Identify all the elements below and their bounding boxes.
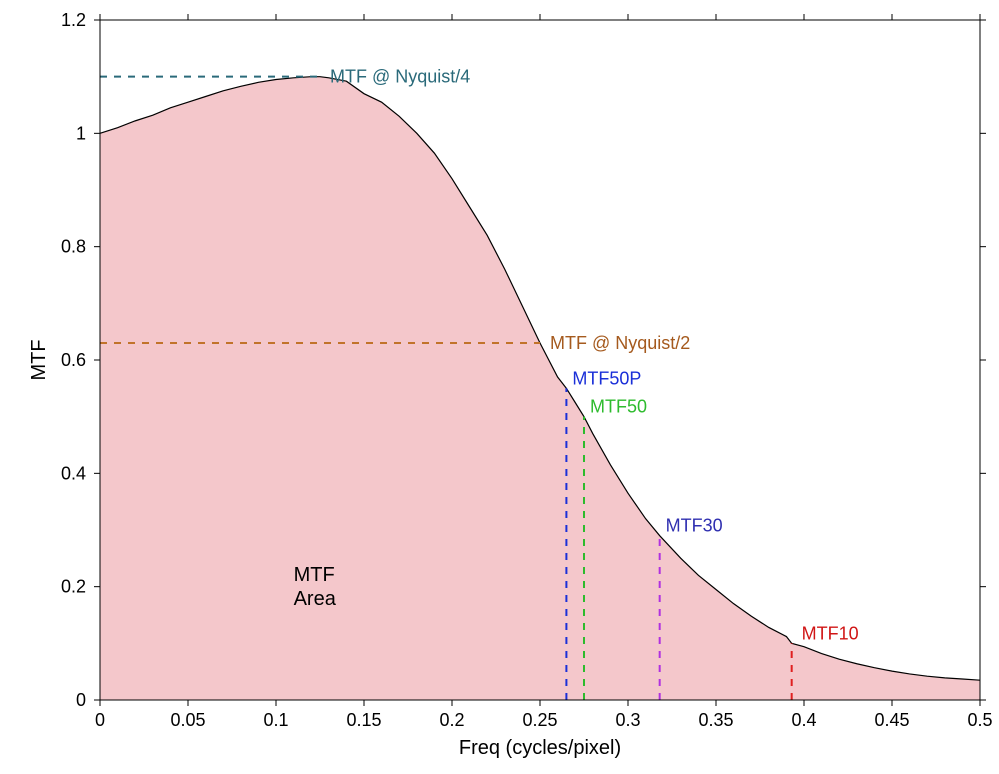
ytick-label: 0: [76, 690, 86, 710]
ytick-label: 0.2: [61, 577, 86, 597]
ytick-label: 1.2: [61, 10, 86, 30]
ytick-label: 0.6: [61, 350, 86, 370]
area-label-line1: MTF: [294, 564, 335, 586]
xtick-label: 0.05: [170, 710, 205, 730]
ytick-label: 0.8: [61, 237, 86, 257]
xtick-label: 0.5: [967, 710, 992, 730]
chart-svg: MTF @ Nyquist/4 MTF @ Nyquist/2 MTF50P MTF5…: [0, 0, 999, 774]
xtick-label: 0.2: [439, 710, 464, 730]
xtick-label: 0.35: [698, 710, 733, 730]
mtf10-label: MTF10: [802, 623, 859, 643]
mtf30-label: MTF30: [666, 516, 723, 536]
xtick-label: 0.4: [791, 710, 816, 730]
nyq4-label: MTF @ Nyquist/4: [330, 67, 470, 87]
xtick-label: 0: [95, 710, 105, 730]
ytick-label: 0.4: [61, 463, 86, 483]
nyq2-label: MTF @ Nyquist/2: [550, 333, 690, 353]
x-axis-label: Freq (cycles/pixel): [459, 737, 621, 759]
mtf50p-label: MTF50P: [572, 368, 641, 388]
mtf50-label: MTF50: [590, 397, 647, 417]
y-axis-label: MTF: [28, 339, 50, 380]
xtick-label: 0.1: [263, 710, 288, 730]
area-label-line2: Area: [294, 588, 337, 610]
mtf-chart: MTF @ Nyquist/4 MTF @ Nyquist/2 MTF50P MTF5…: [0, 0, 999, 774]
xtick-label: 0.15: [346, 710, 381, 730]
xtick-label: 0.45: [874, 710, 909, 730]
xtick-label: 0.25: [522, 710, 557, 730]
ytick-label: 1: [76, 123, 86, 143]
xtick-label: 0.3: [615, 710, 640, 730]
